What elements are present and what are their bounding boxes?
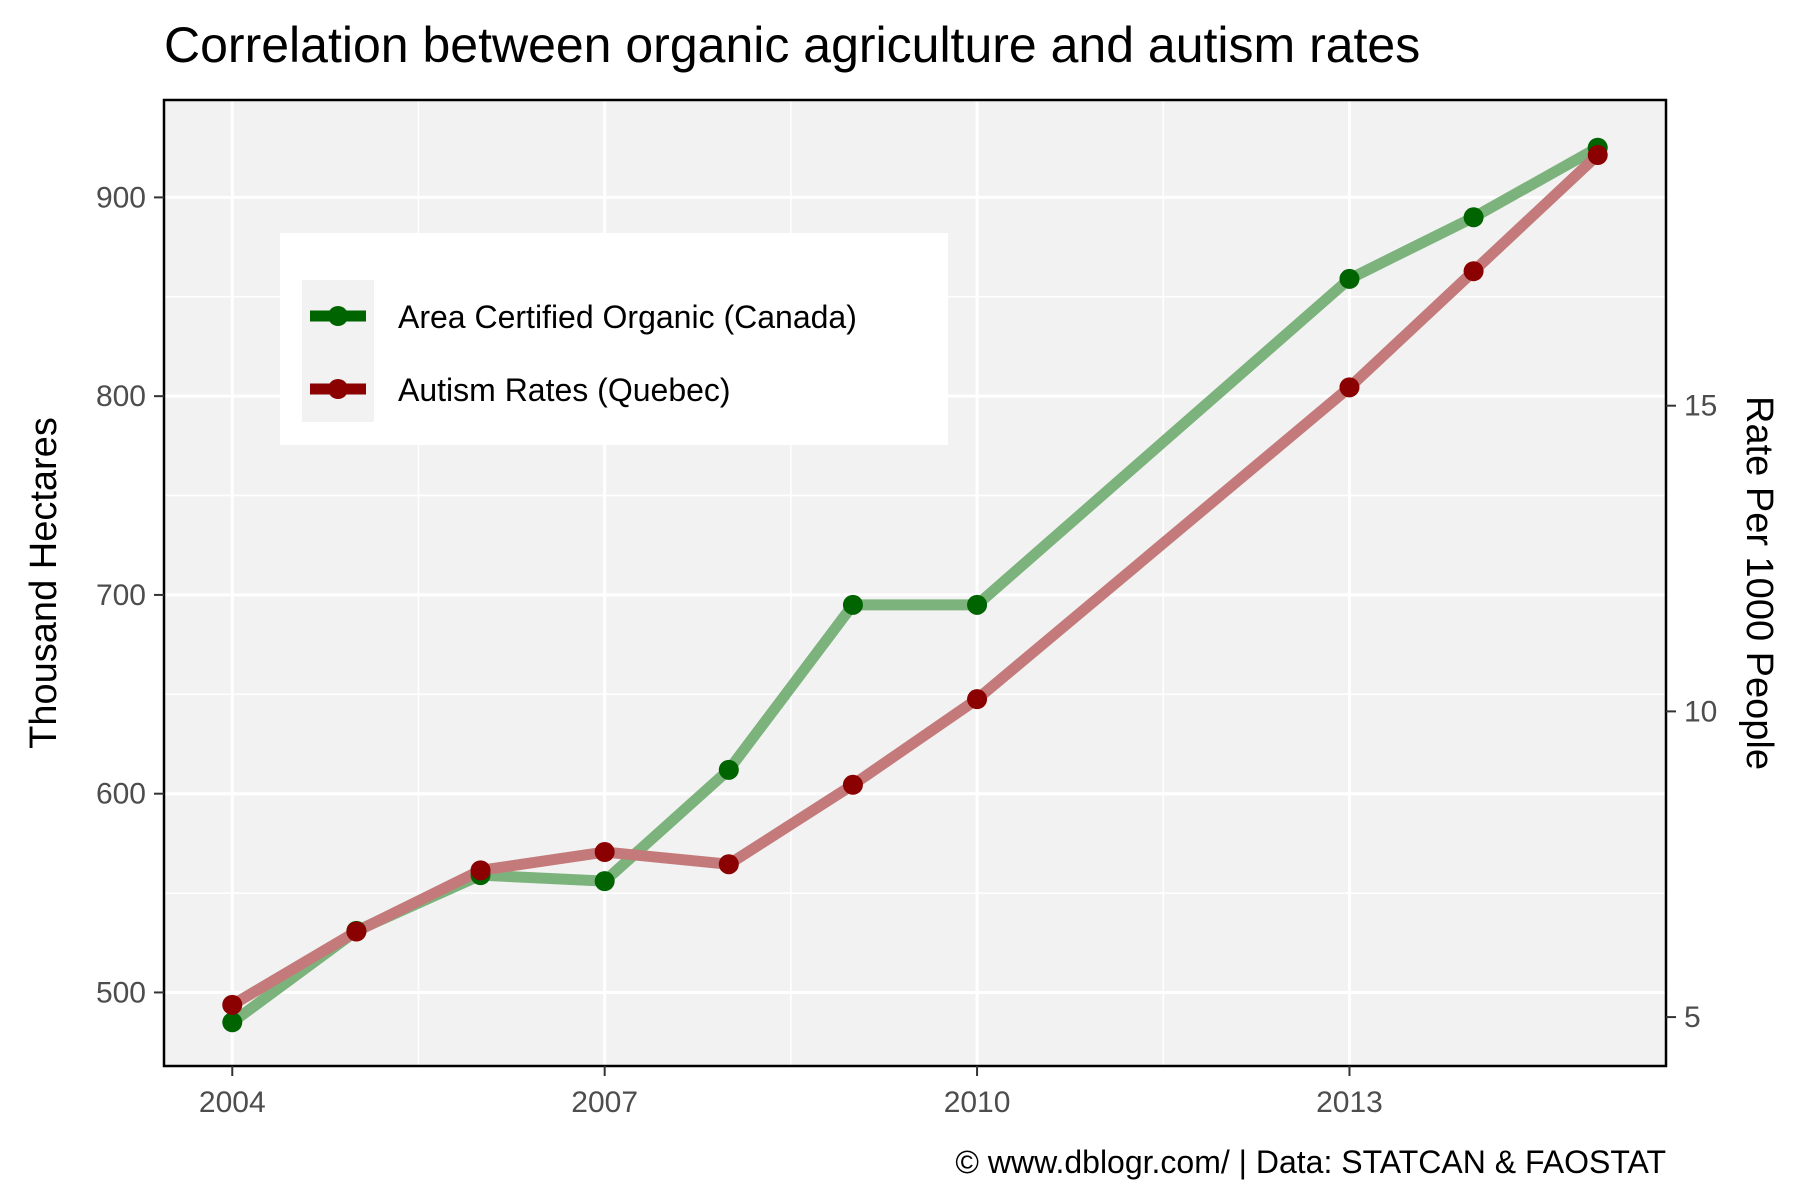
series-line-autism bbox=[226, 149, 1604, 1011]
y-tick-label: 800 bbox=[96, 380, 146, 413]
legend: Area Certified Organic (Canada) Autism R… bbox=[280, 233, 948, 445]
series-point-organic bbox=[967, 594, 988, 615]
series-point-organic bbox=[1463, 207, 1484, 228]
y-axis-label: Thousand Hectares bbox=[23, 417, 65, 749]
series-point-autism bbox=[1587, 145, 1608, 166]
series-point-organic bbox=[594, 871, 615, 892]
series-layer bbox=[222, 137, 1608, 1033]
chart-caption: © www.dblogr.com/ | Data: STATCAN & FAOS… bbox=[955, 1144, 1666, 1180]
y2-tick-label: 5 bbox=[1684, 1001, 1701, 1034]
y-tick-label: 600 bbox=[96, 778, 146, 811]
legend-label-organic: Area Certified Organic (Canada) bbox=[398, 299, 857, 335]
x-tick-label: 2013 bbox=[1316, 1086, 1383, 1119]
x-tick-label: 2004 bbox=[199, 1086, 266, 1119]
series-point-organic bbox=[718, 759, 739, 780]
x-tick-label: 2007 bbox=[571, 1086, 638, 1119]
legend-key-point-autism bbox=[328, 379, 348, 399]
series-point-autism bbox=[967, 689, 988, 710]
series-point-organic bbox=[842, 594, 863, 615]
chart-title: Correlation between organic agriculture … bbox=[164, 17, 1420, 73]
series-point-autism bbox=[222, 994, 243, 1015]
legend-key-point-organic bbox=[328, 306, 348, 326]
y-tick-label: 500 bbox=[96, 976, 146, 1009]
legend-label-autism: Autism Rates (Quebec) bbox=[398, 372, 731, 408]
y2-axis-label: Rate Per 1000 People bbox=[1738, 396, 1780, 770]
y2-tick-label: 15 bbox=[1684, 390, 1717, 423]
series-point-autism bbox=[1339, 377, 1360, 398]
series-point-organic bbox=[222, 1012, 243, 1033]
y-tick-label: 700 bbox=[96, 579, 146, 612]
legend-key-bg bbox=[302, 280, 374, 422]
x-tick-label: 2010 bbox=[944, 1086, 1011, 1119]
y2-tick-label: 10 bbox=[1684, 695, 1717, 728]
plot-border bbox=[162, 98, 1668, 1068]
y-tick-label: 900 bbox=[96, 181, 146, 214]
series-point-organic bbox=[1339, 268, 1360, 289]
series-point-autism bbox=[594, 842, 615, 863]
series-point-autism bbox=[718, 854, 739, 875]
ticks: 2004 2007 2010 2013 500 600 700 800 900 5 10 15 bbox=[96, 181, 1717, 1119]
series-point-autism bbox=[346, 921, 367, 942]
series-point-autism bbox=[1463, 261, 1484, 282]
series-point-autism bbox=[470, 860, 491, 881]
legend-box bbox=[280, 233, 948, 445]
series-point-autism bbox=[842, 774, 863, 795]
